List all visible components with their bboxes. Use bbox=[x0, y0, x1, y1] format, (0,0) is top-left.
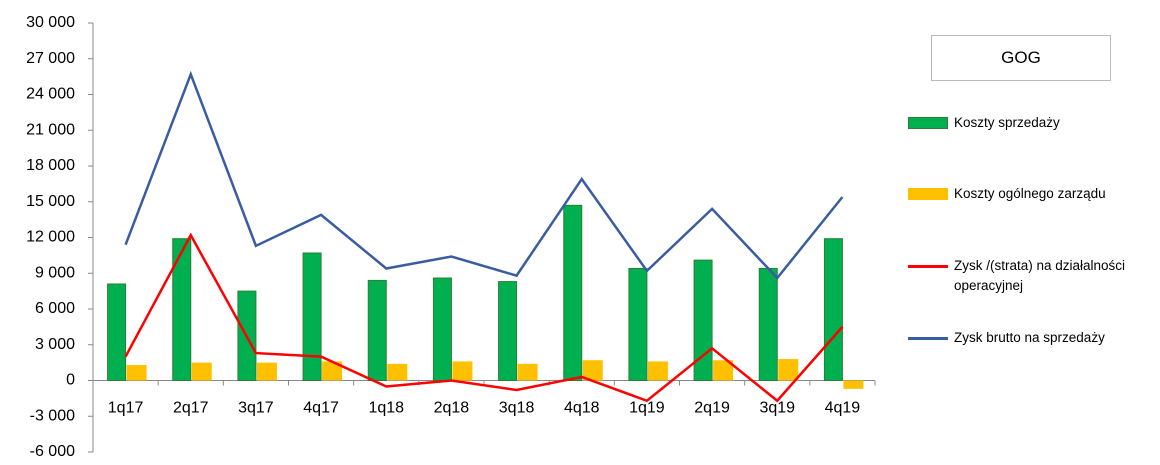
bar bbox=[452, 361, 473, 381]
y-tick-label: 3 000 bbox=[35, 336, 75, 353]
x-tick-label: 3q18 bbox=[499, 400, 535, 417]
legend-entry: Zysk /(strata) na działalności operacyjn… bbox=[908, 256, 1149, 296]
legend-swatch bbox=[908, 117, 948, 129]
legend-label: Zysk /(strata) na działalności operacyjn… bbox=[954, 258, 1126, 293]
x-tick-label: 4q17 bbox=[303, 400, 339, 417]
bar bbox=[563, 204, 583, 381]
x-tick-label: 2q18 bbox=[434, 400, 470, 417]
legend-entry: Koszty sprzedaży bbox=[908, 113, 1149, 133]
legend-label: Koszty ogólnego zarządu bbox=[954, 186, 1106, 201]
y-tick-label: -6 000 bbox=[30, 443, 75, 460]
bar bbox=[367, 279, 387, 381]
y-tick-label: 9 000 bbox=[35, 264, 75, 281]
x-tick-label: 2q17 bbox=[173, 400, 209, 417]
bar bbox=[191, 362, 212, 381]
line bbox=[124, 70, 844, 280]
y-tick-label: -3 000 bbox=[30, 407, 75, 424]
bar bbox=[498, 281, 518, 382]
y-tick-label: 15 000 bbox=[26, 193, 75, 210]
x-tick-label: 1q19 bbox=[629, 400, 665, 417]
legend-entry: Koszty ogólnego zarządu bbox=[908, 184, 1149, 204]
bar bbox=[432, 277, 452, 381]
chart-title: GOG bbox=[931, 35, 1111, 81]
bar bbox=[582, 360, 603, 381]
legend-swatch bbox=[908, 337, 948, 340]
x-tick-label: 3q17 bbox=[238, 400, 274, 417]
y-tick-label: 6 000 bbox=[35, 300, 75, 317]
x-tick-label: 2q19 bbox=[694, 400, 730, 417]
y-tick-label: 18 000 bbox=[26, 157, 75, 174]
y-tick-label: 21 000 bbox=[26, 121, 75, 138]
bar bbox=[517, 363, 538, 381]
legend-entry: Zysk brutto na sprzedaży bbox=[908, 328, 1149, 348]
bar bbox=[387, 363, 408, 381]
legend-swatch bbox=[908, 265, 948, 268]
x-tick-label: 1q18 bbox=[368, 400, 404, 417]
bar bbox=[693, 259, 713, 381]
legend-label: Zysk brutto na sprzedaży bbox=[954, 330, 1105, 345]
bar bbox=[647, 361, 668, 381]
bar bbox=[713, 360, 734, 381]
x-tick-label: 3q19 bbox=[759, 400, 795, 417]
y-tick-label: 27 000 bbox=[26, 50, 75, 67]
legend-swatch bbox=[908, 188, 948, 200]
bar bbox=[172, 238, 192, 381]
x-tick-label: 4q18 bbox=[564, 400, 600, 417]
legend-label: Koszty sprzedaży bbox=[954, 115, 1060, 130]
bar bbox=[107, 283, 127, 382]
bar bbox=[628, 267, 648, 382]
x-tick-label: 1q17 bbox=[108, 400, 144, 417]
y-tick-label: 24 000 bbox=[26, 86, 75, 103]
bar bbox=[758, 267, 778, 382]
x-tick-label: 4q19 bbox=[825, 400, 861, 417]
bar bbox=[126, 365, 147, 381]
bar bbox=[778, 359, 799, 381]
bar bbox=[823, 238, 843, 381]
bar bbox=[322, 361, 343, 381]
line bbox=[124, 232, 844, 403]
bar bbox=[256, 362, 277, 381]
y-tick-label: 30 000 bbox=[26, 14, 75, 31]
bar bbox=[843, 380, 864, 389]
y-tick-label: 0 bbox=[66, 372, 75, 389]
y-tick-label: 12 000 bbox=[26, 229, 75, 246]
bar bbox=[302, 252, 322, 381]
